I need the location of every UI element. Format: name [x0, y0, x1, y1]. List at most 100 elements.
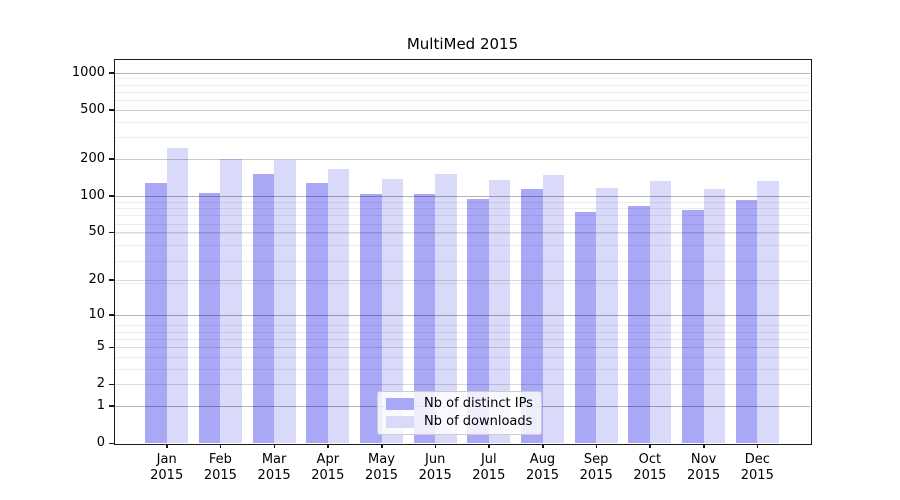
y-tick-label: 1 [96, 397, 105, 413]
gridline-minor [115, 245, 810, 247]
x-tick-label: Oct 2015 [618, 452, 682, 484]
y-tick-label: 20 [88, 271, 105, 287]
bar-feb-2015-nb-of-downloads [220, 159, 242, 443]
y-tick-label: 2 [96, 376, 105, 392]
y-tick-mark [109, 314, 114, 316]
legend-label-downloads: Nb of downloads [424, 414, 533, 429]
bar-aug-2015-nb-of-downloads [542, 174, 564, 443]
x-tick-label-month: Sep [583, 452, 609, 467]
x-tick-label: Nov 2015 [672, 452, 736, 484]
gridline [115, 158, 810, 160]
bar-aug-2015-nb-of-distinct-ips [521, 189, 543, 443]
bar-dec-2015-nb-of-downloads [757, 180, 779, 443]
gridline-minor [115, 84, 810, 86]
gridline-minor [115, 109, 810, 111]
gridline-major [115, 72, 810, 74]
x-tick-mark [595, 444, 598, 448]
x-tick-label-month: Aug [529, 452, 556, 467]
x-tick-label-month: Apr [316, 452, 340, 467]
bar-jan-2015-nb-of-downloads [166, 147, 189, 443]
gridline-minor [115, 201, 810, 203]
gridline-major [115, 195, 810, 197]
x-tick-mark [542, 444, 544, 448]
y-tick-label: 5 [96, 339, 105, 354]
gridline-minor [115, 137, 810, 139]
gridline-minor [115, 260, 810, 262]
legend-label-distinct-ips: Nb of distinct IPs [424, 396, 533, 411]
legend-item-distinct-ips: Nb of distinct IPs [378, 397, 541, 411]
y-tick-label: 1000 [71, 64, 105, 80]
gridline [115, 384, 810, 386]
x-tick-label: Jun 2015 [403, 452, 467, 484]
x-tick-label: Feb 2015 [188, 452, 252, 484]
bar-oct-2015-nb-of-downloads [649, 180, 672, 443]
x-tick-label: Dec 2015 [725, 452, 789, 484]
bar-may-2015-nb-of-distinct-ips [360, 194, 382, 443]
bar-mar-2015-nb-of-distinct-ips [252, 174, 275, 443]
gridline [115, 232, 810, 234]
x-tick-label-month: Oct [638, 452, 662, 467]
gridline-minor [115, 100, 810, 102]
bar-dec-2015-nb-of-distinct-ips [735, 200, 758, 443]
x-tick-mark [166, 444, 168, 448]
x-tick-label-month: Jan [156, 452, 177, 467]
y-tick-label: 0 [96, 435, 105, 450]
gridline [115, 109, 810, 111]
bar-jul-2015-nb-of-distinct-ips [467, 198, 489, 443]
bar-jun-2015-nb-of-downloads [435, 174, 457, 443]
y-tick-mark [109, 109, 114, 111]
bar-nov-2015-nb-of-downloads [703, 189, 726, 443]
x-tick-label-year: 2015 [472, 468, 506, 483]
legend-item-downloads: Nb of downloads [378, 415, 541, 429]
bar-mar-2015-nb-of-downloads [274, 160, 296, 443]
y-tick-label: 100 [80, 187, 105, 203]
x-tick-label: Jan 2015 [135, 452, 199, 484]
gridline-minor [115, 282, 810, 284]
x-tick-mark [703, 444, 705, 448]
x-tick-label-year: 2015 [633, 468, 667, 483]
x-tick-label-year: 2015 [203, 468, 237, 483]
gridline-minor [115, 356, 810, 358]
x-tick-label: Apr 2015 [296, 452, 360, 484]
x-tick-label: Sep 2015 [564, 452, 628, 484]
gridline-minor [115, 338, 810, 340]
gridline [115, 279, 810, 281]
x-tick-label: Jul 2015 [457, 452, 521, 484]
x-tick-label-year: 2015 [311, 468, 345, 483]
gridline-minor [115, 223, 810, 225]
x-tick-label-month: Feb [208, 452, 232, 467]
x-tick-label: Mar 2015 [242, 452, 306, 484]
legend-swatch-downloads [386, 416, 414, 428]
x-tick-label-month: Mar [261, 452, 287, 467]
x-tick-label: May 2015 [350, 452, 414, 484]
x-tick-mark [273, 444, 276, 448]
x-tick-mark [327, 444, 329, 448]
y-tick-mark [109, 383, 114, 386]
gridline-minor [115, 331, 810, 333]
chart-title: MultiMed 2015 [406, 35, 519, 53]
x-tick-label-month: Jul [480, 452, 497, 467]
gridline-minor [115, 215, 810, 217]
gridline-minor [115, 208, 810, 210]
bar-apr-2015-nb-of-downloads [327, 169, 350, 443]
bar-jul-2015-nb-of-downloads [488, 180, 511, 443]
x-tick-label-year: 2015 [579, 468, 613, 483]
x-tick-label: Aug 2015 [511, 452, 575, 484]
x-tick-label-year: 2015 [257, 468, 291, 483]
y-tick-label: 10 [88, 306, 105, 322]
gridline-minor [115, 233, 810, 235]
y-tick-mark [109, 405, 114, 407]
legend: Nb of distinct IPs Nb of downloads [377, 391, 542, 435]
y-tick-mark [109, 346, 114, 348]
y-tick-label: 500 [80, 101, 105, 117]
x-tick-label-year: 2015 [418, 468, 452, 483]
x-tick-label-year: 2015 [740, 468, 774, 483]
x-tick-label-month: Nov [690, 452, 717, 467]
bar-sep-2015-nb-of-downloads [596, 188, 618, 443]
gridline [115, 347, 810, 348]
y-tick-mark [109, 72, 114, 74]
gridline-minor [115, 121, 810, 123]
y-tick-label: 50 [88, 224, 105, 240]
y-tick-mark [109, 158, 114, 160]
